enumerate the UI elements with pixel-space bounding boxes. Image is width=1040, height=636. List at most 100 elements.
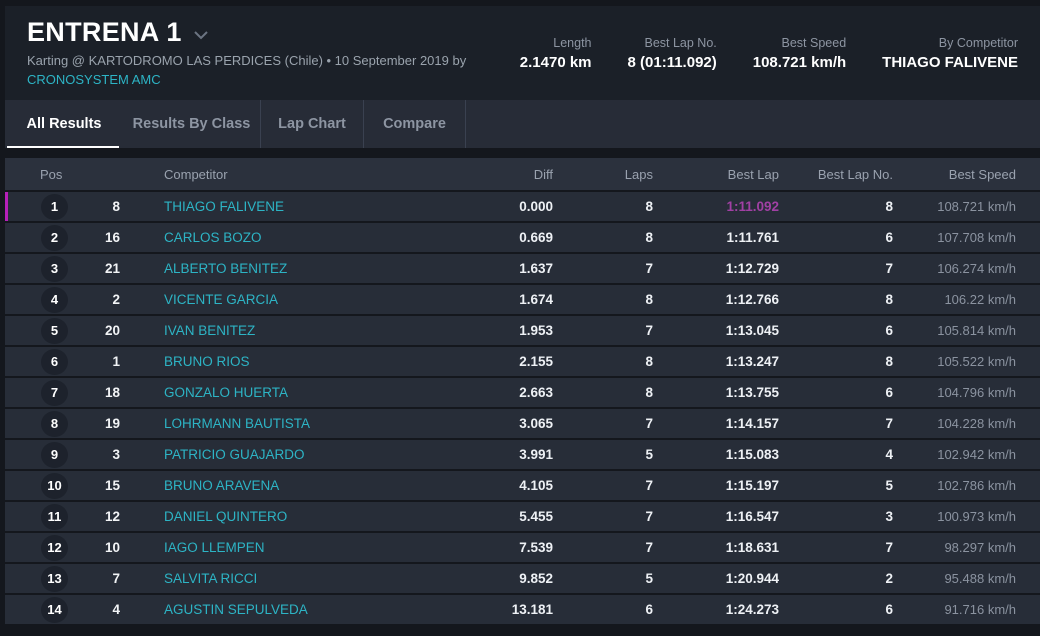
section-gap <box>0 148 1040 158</box>
best-speed-cell: 106.22 km/h <box>944 292 1016 307</box>
best-lap-cell: 1:12.729 <box>725 261 779 276</box>
kart-number: 10 <box>104 540 120 555</box>
position-badge: 7 <box>41 379 68 406</box>
laps-cell: 5 <box>645 447 653 462</box>
diff-cell: 0.669 <box>519 230 553 245</box>
laps-cell: 7 <box>645 478 653 493</box>
laps-cell: 8 <box>645 199 653 214</box>
table-row[interactable]: 10 15 BRUNO ARAVENA 4.105 7 1:15.197 5 1… <box>5 469 1040 500</box>
laps-cell: 7 <box>645 323 653 338</box>
best-lap-no-cell: 7 <box>885 261 893 276</box>
position-badge: 4 <box>41 286 68 313</box>
best-lap-no-cell: 7 <box>885 540 893 555</box>
competitor-link[interactable]: PATRICIO GUAJARDO <box>164 447 305 462</box>
kart-number: 8 <box>112 199 120 214</box>
table-row[interactable]: 12 10 IAGO LLEMPEN 7.539 7 1:18.631 7 98… <box>5 531 1040 562</box>
competitor-link[interactable]: SALVITA RICCI <box>164 571 258 586</box>
chevron-down-icon[interactable] <box>194 30 208 40</box>
table-row[interactable]: 3 21 ALBERTO BENITEZ 1.637 7 1:12.729 7 … <box>5 252 1040 283</box>
tab-results-by-class[interactable]: Results By Class <box>123 100 261 148</box>
competitor-link[interactable]: BRUNO RIOS <box>164 354 250 369</box>
kart-number: 16 <box>104 230 120 245</box>
position-badge: 9 <box>41 441 68 468</box>
competitor-link[interactable]: DANIEL QUINTERO <box>164 509 288 524</box>
position-badge: 5 <box>41 317 68 344</box>
competitor-link[interactable]: IVAN BENITEZ <box>164 323 256 338</box>
competitor-link[interactable]: THIAGO FALIVENE <box>164 199 285 214</box>
table-row[interactable]: 4 2 VICENTE GARCIA 1.674 8 1:12.766 8 10… <box>5 283 1040 314</box>
diff-cell: 7.539 <box>519 540 553 555</box>
competitor-link[interactable]: BRUNO ARAVENA <box>164 478 280 493</box>
position-badge: 11 <box>41 503 68 530</box>
kart-number: 1 <box>112 354 120 369</box>
best-speed-cell: 105.522 km/h <box>937 354 1016 369</box>
competitor-link[interactable]: VICENTE GARCIA <box>164 292 279 307</box>
table-row[interactable]: 2 16 CARLOS BOZO 0.669 8 1:11.761 6 107.… <box>5 221 1040 252</box>
best-lap-no-cell: 5 <box>885 478 893 493</box>
stat-label: By Competitor <box>938 36 1018 50</box>
diff-cell: 5.455 <box>519 509 553 524</box>
table-row[interactable]: 1 8 THIAGO FALIVENE 0.000 8 1:11.092 8 1… <box>5 190 1040 221</box>
kart-number: 4 <box>112 602 120 617</box>
tab-lap-chart[interactable]: Lap Chart <box>261 100 364 148</box>
col-header-best-lap-no: Best Lap No. <box>817 166 893 182</box>
best-lap-cell: 1:16.547 <box>725 509 779 524</box>
col-header-best-speed: Best Speed <box>948 166 1016 182</box>
position-badge: 12 <box>41 534 68 561</box>
event-subtitle: Karting @ KARTODROMO LAS PERDICES (Chile… <box>27 53 467 69</box>
table-row[interactable]: 7 18 GONZALO HUERTA 2.663 8 1:13.755 6 1… <box>5 376 1040 407</box>
kart-number: 7 <box>112 571 120 586</box>
competitor-link[interactable]: IAGO LLEMPEN <box>164 540 265 555</box>
best-speed-cell: 107.708 km/h <box>937 230 1016 245</box>
diff-cell: 2.155 <box>519 354 553 369</box>
laps-cell: 8 <box>645 230 653 245</box>
table-row[interactable]: 8 19 LOHRMANN BAUTISTA 3.065 7 1:14.157 … <box>5 407 1040 438</box>
diff-cell: 13.181 <box>511 602 553 617</box>
table-row[interactable]: 9 3 PATRICIO GUAJARDO 3.991 5 1:15.083 4… <box>5 438 1040 469</box>
competitor-link[interactable]: ALBERTO BENITEZ <box>164 261 288 276</box>
table-row[interactable]: 6 1 BRUNO RIOS 2.155 8 1:13.247 8 105.52… <box>5 345 1040 376</box>
table-row[interactable]: 11 12 DANIEL QUINTERO 5.455 7 1:16.547 3… <box>5 500 1040 531</box>
position-badge: 1 <box>41 193 68 220</box>
kart-number: 2 <box>112 292 120 307</box>
best-lap-cell: 1:14.157 <box>725 416 779 431</box>
laps-cell: 7 <box>645 509 653 524</box>
best-lap-no-cell: 6 <box>885 602 893 617</box>
best-lap-no-cell: 7 <box>885 416 893 431</box>
position-badge: 13 <box>41 565 68 592</box>
tab-all-results[interactable]: All Results <box>5 100 123 148</box>
competitor-link[interactable]: CARLOS BOZO <box>164 230 262 245</box>
laps-cell: 7 <box>645 261 653 276</box>
session-selector[interactable]: ENTRENA 1 <box>27 18 466 46</box>
competitor-link[interactable]: AGUSTIN SEPULVEDA <box>164 602 308 617</box>
best-speed-cell: 108.721 km/h <box>937 199 1016 214</box>
col-header-best-lap: Best Lap <box>727 166 779 182</box>
table-row[interactable]: 14 4 AGUSTIN SEPULVEDA 13.181 6 1:24.273… <box>5 593 1040 624</box>
laps-cell: 8 <box>645 385 653 400</box>
col-header-diff: Diff <box>533 166 553 182</box>
kart-number: 21 <box>104 261 120 276</box>
best-lap-no-cell: 6 <box>885 230 893 245</box>
competitor-link[interactable]: LOHRMANN BAUTISTA <box>164 416 311 431</box>
table-row[interactable]: 13 7 SALVITA RICCI 9.852 5 1:20.944 2 95… <box>5 562 1040 593</box>
kart-number: 12 <box>104 509 120 524</box>
position-badge: 6 <box>41 348 68 375</box>
table-header-row: Pos Competitor Diff Laps Best Lap Best L… <box>5 158 1040 190</box>
position-badge: 10 <box>41 472 68 499</box>
results-table: Pos Competitor Diff Laps Best Lap Best L… <box>5 158 1040 624</box>
page-title: ENTRENA 1 <box>27 17 182 47</box>
best-lap-cell: 1:24.273 <box>725 602 779 617</box>
col-header-competitor: Competitor <box>164 166 228 182</box>
stat-item: Best Speed 108.721 km/h <box>753 36 846 100</box>
tab-bar: All Results Results By Class Lap Chart C… <box>5 100 1040 148</box>
best-lap-cell: 1:15.197 <box>725 478 779 493</box>
diff-cell: 2.663 <box>519 385 553 400</box>
table-row[interactable]: 5 20 IVAN BENITEZ 1.953 7 1:13.045 6 105… <box>5 314 1040 345</box>
best-lap-cell: 1:11.092 <box>726 199 779 214</box>
best-lap-cell: 1:13.045 <box>725 323 779 338</box>
tab-compare[interactable]: Compare <box>364 100 466 148</box>
diff-cell: 3.991 <box>519 447 553 462</box>
competitor-link[interactable]: GONZALO HUERTA <box>164 385 289 400</box>
table-body: 1 8 THIAGO FALIVENE 0.000 8 1:11.092 8 1… <box>5 190 1040 624</box>
organizer-link[interactable]: CRONOSYSTEM AMC <box>27 72 161 88</box>
